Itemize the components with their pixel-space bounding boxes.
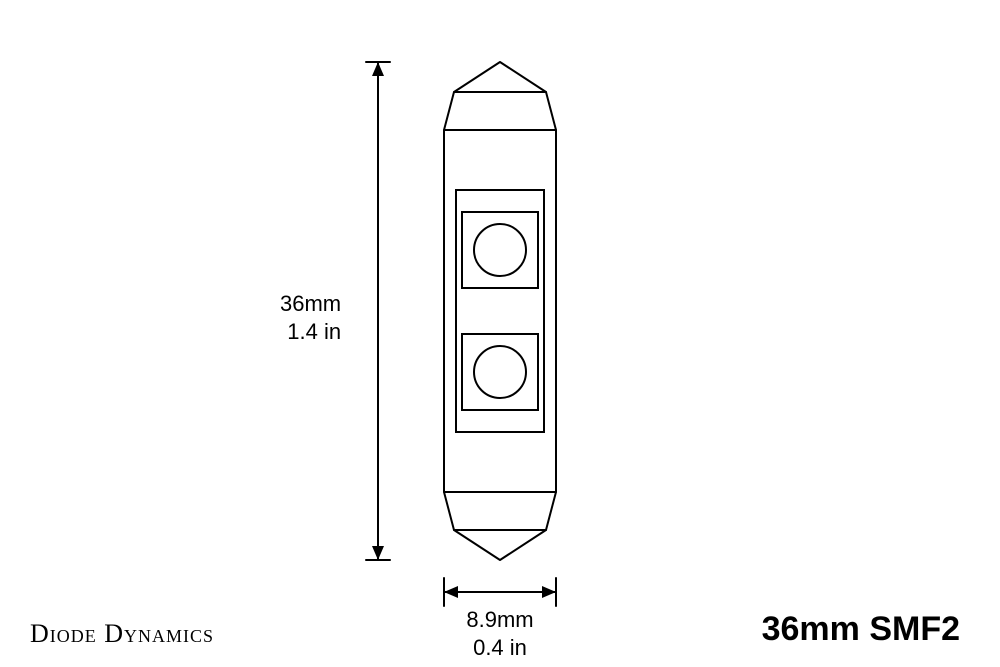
technical-drawing-svg: [0, 0, 1000, 667]
width-in-text: 0.4 in: [473, 635, 527, 660]
height-mm-text: 36mm: [280, 291, 341, 316]
width-mm-text: 8.9mm: [466, 607, 533, 632]
width-dimension-label: 8.9mm 0.4 in: [440, 606, 560, 661]
height-dimension-label: 36mm 1.4 in: [280, 290, 341, 345]
product-title: 36mm SMF2: [762, 610, 960, 649]
diagram-canvas: 36mm 1.4 in 8.9mm 0.4 in Diode Dynamics …: [0, 0, 1000, 667]
height-in-text: 1.4 in: [287, 319, 341, 344]
brand-text: Diode Dynamics: [30, 619, 214, 649]
